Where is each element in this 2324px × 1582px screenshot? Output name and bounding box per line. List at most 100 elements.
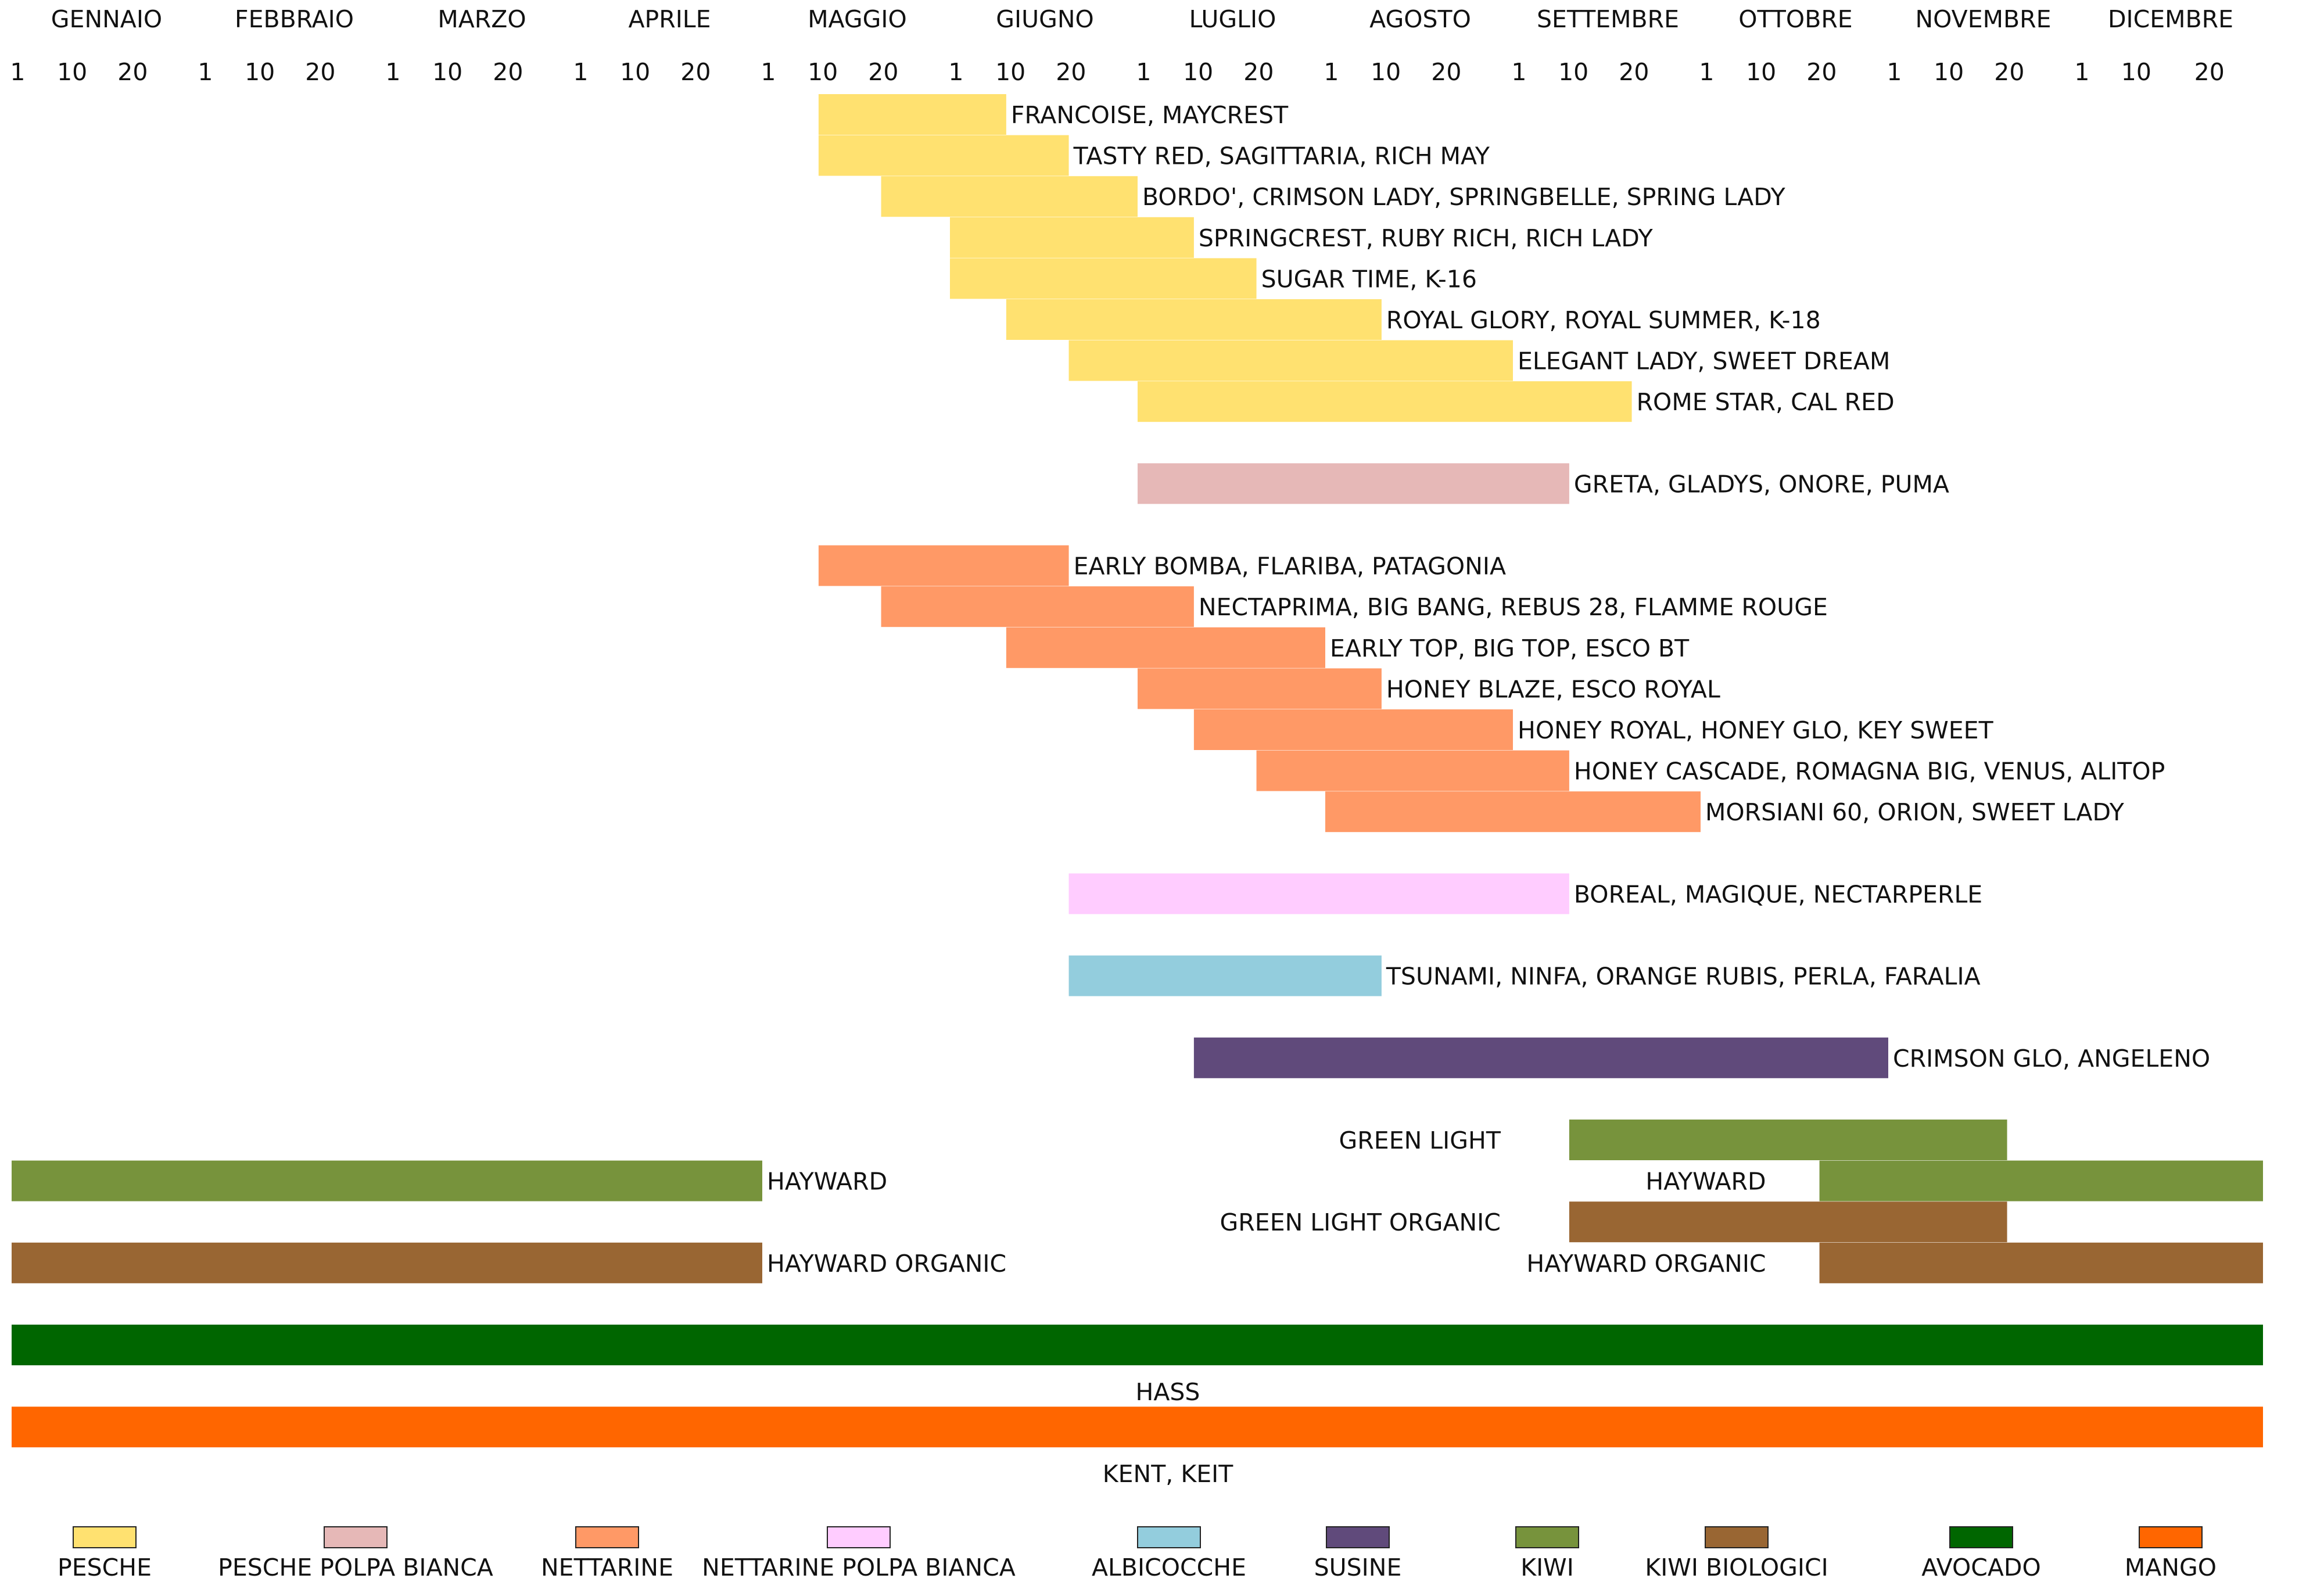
bar-label: NECTAPRIMA, BIG BANG, REBUS 28, FLAMME R… (1199, 593, 1828, 621)
schedule-bar (12, 1242, 762, 1283)
day-tick-label: 20 (2194, 58, 2225, 86)
month-label: APRILE (628, 5, 711, 33)
legend: PESCHE PESCHE POLPA BIANCA NETTARINE NETTAR… (58, 1526, 2217, 1581)
month-label: NOVEMBRE (1915, 5, 2051, 33)
schedule-bar (950, 258, 1257, 299)
schedule-bar (1006, 299, 1382, 340)
schedule-bar (1819, 1160, 2263, 1201)
bar-label: KENT, KEIT (1103, 1460, 1233, 1488)
bar-label: HAYWARD ORGANIC (1526, 1250, 1766, 1278)
day-tick-label: 10 (2121, 58, 2151, 86)
legend-label: AVOCADO (1921, 1554, 2041, 1581)
day-tick-label: 1 (10, 58, 25, 86)
legend-swatch (1515, 1526, 1579, 1548)
legend-swatch (1949, 1526, 2013, 1548)
day-tick-label: 20 (493, 58, 523, 86)
month-label: MARZO (437, 5, 526, 33)
legend-swatch (575, 1526, 639, 1548)
schedule-bar (1138, 463, 1569, 504)
schedule-bar (818, 94, 1006, 135)
bar-label: HAYWARD ORGANIC (767, 1250, 1006, 1278)
month-label: DICEMBRE (2108, 5, 2233, 33)
bar-labels: FRANCOISE, MAYCREST TASTY RED, SAGITTARIA… (767, 101, 2210, 1488)
day-tick-label: 20 (1619, 58, 1649, 86)
bar-label: BOREAL, MAGIQUE, NECTARPERLE (1574, 880, 1982, 908)
schedule-bar (1006, 627, 1325, 668)
bar-label: EARLY TOP, BIG TOP, ESCO BT (1330, 634, 1690, 662)
day-tick-label: 20 (1994, 58, 2024, 86)
schedule-bar (1569, 1201, 2007, 1243)
bar-label: ELEGANT LADY, SWEET DREAM (1518, 347, 1890, 375)
legend-label: NETTARINE POLPA BIANCA (702, 1554, 1016, 1581)
schedule-bar (950, 217, 1194, 258)
month-label: SETTEMBRE (1537, 5, 1679, 33)
bar-label: HAYWARD (1645, 1168, 1766, 1196)
bar-label: BORDO', CRIMSON LADY, SPRINGBELLE, SPRIN… (1142, 183, 1786, 211)
bar-label: HAYWARD (767, 1168, 887, 1196)
bars (12, 94, 2263, 1448)
bar-label: GREEN LIGHT ORGANIC (1220, 1208, 1501, 1236)
day-tick-label: 20 (680, 58, 711, 86)
month-label: OTTOBRE (1738, 5, 1852, 33)
bar-label: HONEY CASCADE, ROMAGNA BIG, VENUS, ALITO… (1574, 758, 2165, 785)
day-tick-label: 20 (1243, 58, 1274, 86)
legend-label: NETTARINE (541, 1554, 673, 1581)
schedule-bar (1068, 340, 1513, 381)
day-tick-label: 1 (1136, 58, 1151, 86)
bar-label: HASS (1136, 1378, 1200, 1406)
bar-label: MORSIANI 60, ORION, SWEET LADY (1705, 798, 2125, 826)
month-label: FEBBRAIO (235, 5, 354, 33)
bar-label: TSUNAMI, NINFA, ORANGE RUBIS, PERLA, FAR… (1386, 963, 1981, 991)
legend-label: KIWI (1520, 1554, 1574, 1581)
legend-label: PESCHE (58, 1554, 152, 1581)
legend-label: MANGO (2125, 1554, 2217, 1581)
month-label: AGOSTO (1369, 5, 1471, 33)
legend-swatch (73, 1526, 137, 1548)
legend-swatch (827, 1526, 891, 1548)
bar-label: ROME STAR, CAL RED (1637, 388, 1895, 416)
day-tick-label: 20 (868, 58, 898, 86)
schedule-bar (12, 1325, 2263, 1365)
day-tick-label: 10 (620, 58, 650, 86)
schedule-bar (12, 1160, 762, 1201)
legend-swatch (1137, 1526, 1201, 1548)
month-label: GENNAIO (51, 5, 162, 33)
legend-swatch (1705, 1526, 1769, 1548)
day-tick-label: 10 (245, 58, 275, 86)
bar-label: SUGAR TIME, K-16 (1261, 265, 1477, 293)
day-tick-label: 20 (305, 58, 335, 86)
day-tick-label: 10 (1746, 58, 1776, 86)
schedule-bar (881, 586, 1194, 627)
day-tick-label: 1 (2074, 58, 2089, 86)
day-tick-label: 10 (1183, 58, 1213, 86)
schedule-bar (881, 176, 1138, 217)
schedule-bar (1138, 668, 1382, 709)
day-tick-label: 1 (1511, 58, 1526, 86)
schedule-bar (1256, 750, 1569, 791)
day-tick-label: 1 (385, 58, 400, 86)
day-tick-label: 10 (57, 58, 87, 86)
day-tick-labels: 1 10 20 1 10 20 1 10 20 1 10 20 1 10 20 1 10 20 1 10 20 1 10 20… (10, 58, 2224, 86)
day-tick-label: 10 (808, 58, 838, 86)
bar-label: HONEY ROYAL, HONEY GLO, KEY SWEET (1518, 716, 1994, 744)
legend-swatch (1326, 1526, 1390, 1548)
bar-label: FRANCOISE, MAYCREST (1011, 101, 1289, 129)
schedule-bar (1325, 791, 1701, 833)
schedule-bar (1138, 381, 1632, 422)
day-tick-label: 20 (1431, 58, 1461, 86)
legend-label: PESCHE POLPA BIANCA (218, 1554, 493, 1581)
legend-label: KIWI BIOLOGICI (1645, 1554, 1828, 1581)
schedule-bar (818, 135, 1069, 176)
bar-label: GREEN LIGHT (1339, 1127, 1501, 1154)
legend-swatch (324, 1526, 388, 1548)
month-labels: GENNAIO FEBBRAIO MARZO APRILE MAGGIO GIUGNO LU… (51, 5, 2233, 33)
legend-label: SUSINE (1314, 1554, 1402, 1581)
month-label: GIUGNO (996, 5, 1094, 33)
bar-label: GRETA, GLADYS, ONORE, PUMA (1574, 470, 1949, 498)
bar-label: CRIMSON GLO, ANGELENO (1893, 1045, 2210, 1072)
day-tick-label: 20 (117, 58, 148, 86)
day-tick-label: 1 (1699, 58, 1714, 86)
bar-label: EARLY BOMBA, FLARIBA, PATAGONIA (1074, 553, 1506, 580)
bar-label: ROYAL GLORY, ROYAL SUMMER, K-18 (1386, 306, 1821, 334)
